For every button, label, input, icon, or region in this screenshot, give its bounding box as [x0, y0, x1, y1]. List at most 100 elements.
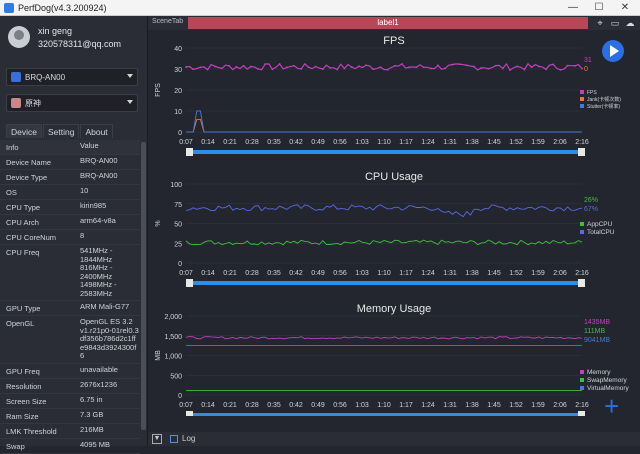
scrollbar-thumb[interactable] [141, 142, 146, 430]
fps-point [458, 63, 461, 65]
legend-swatch [580, 90, 584, 94]
fps-point [206, 68, 209, 71]
scene-label[interactable]: label1 [188, 17, 588, 29]
fps-point [487, 67, 490, 70]
log-checkbox[interactable] [170, 435, 178, 443]
minimize-button[interactable]: — [568, 2, 578, 13]
fps-point [365, 64, 367, 67]
info-key: CPU Freq [6, 248, 40, 257]
fps-point [242, 65, 245, 67]
fps-point [343, 67, 346, 70]
collapse-down-icon[interactable]: ▼ [152, 434, 162, 444]
x-tick-label: 1:24 [421, 139, 435, 146]
fps-point [394, 65, 396, 67]
x-tick-label: 0:35 [267, 402, 281, 409]
app-select[interactable]: 原神 [6, 94, 138, 112]
x-tick-label: 1:59 [531, 402, 545, 409]
fps-point [502, 67, 504, 70]
slider-handle-left[interactable] [186, 279, 193, 287]
legend-entry: TotalCPU [587, 229, 615, 236]
tab-device[interactable]: Device [6, 124, 42, 138]
info-value: 4095 MB [80, 439, 111, 449]
fps-point [516, 65, 518, 68]
slider-handle-right[interactable] [578, 411, 585, 416]
left-panel: xin geng 320578311@qq.com BRQ-AN00 原神 De… [0, 16, 148, 454]
fps-point [307, 66, 310, 68]
fps-point [221, 67, 223, 70]
info-key: CPU CoreNum [6, 233, 57, 242]
time-range-slider[interactable] [192, 281, 584, 285]
x-tick-label: 1:38 [465, 270, 479, 277]
play-button[interactable] [602, 40, 624, 62]
tab-about[interactable]: About [80, 124, 113, 138]
x-tick-label: 2:16 [575, 139, 589, 146]
fps-point [192, 68, 194, 71]
legend-swatch [580, 378, 584, 382]
x-tick-label: 0:56 [333, 139, 347, 146]
close-button[interactable]: ✕ [620, 2, 630, 13]
cloud-icon[interactable]: ☁ [625, 18, 635, 28]
slider-handle-right[interactable] [578, 148, 585, 156]
y-tick-label: 0 [178, 261, 182, 268]
info-value: 541MHz - 1844MHz 816MHz - 2400MHz 1498MH… [80, 246, 117, 298]
x-tick-label: 2:16 [575, 402, 589, 409]
device-select[interactable]: BRQ-AN00 [6, 68, 138, 86]
user-email: 320578311@qq.com [38, 39, 122, 49]
slider-handle-right[interactable] [578, 279, 585, 287]
y-tick-label: 2,000 [164, 314, 182, 321]
y-axis-label: % [155, 220, 162, 226]
fps-point [314, 65, 317, 68]
fps-point [322, 68, 324, 70]
legend-swatch [580, 370, 584, 374]
time-range-slider[interactable] [192, 150, 584, 154]
slider-handle-left[interactable] [186, 411, 193, 416]
fps-point [264, 63, 266, 65]
scene-bar: SceneTab label1 ⌖ ▭ ☁ [148, 16, 640, 30]
info-key: Device Type [6, 173, 48, 182]
fps-point [473, 65, 475, 68]
slider-handle-left[interactable] [186, 148, 193, 156]
fps-point [329, 67, 331, 69]
series-line-1 [185, 204, 583, 218]
fps-point [574, 65, 576, 67]
location-icon[interactable]: ⌖ [597, 18, 603, 28]
y-tick-label: 1,000 [164, 354, 182, 361]
table-row: CPU Freq 541MHz - 1844MHz 816MHz - 2400MH… [0, 245, 140, 301]
x-tick-label: 0:35 [267, 270, 281, 277]
legend-entry: SwapMemory [587, 377, 627, 384]
x-tick-label: 0:07 [179, 139, 193, 146]
header-info: Info [6, 143, 19, 152]
x-tick-label: 0:28 [245, 402, 259, 409]
fps-point [199, 66, 202, 69]
app-select-value: 原神 [25, 98, 41, 108]
fps-point [451, 63, 454, 66]
table-row: CPU CoreNum 8 [0, 230, 140, 245]
table-row: LMK Threshold 216MB [0, 424, 140, 439]
maximize-button[interactable]: ☐ [594, 2, 604, 13]
scene-tab[interactable]: SceneTab [152, 18, 184, 25]
fps-point [235, 66, 238, 68]
info-scrollbar[interactable] [140, 140, 147, 436]
x-tick-label: 1:17 [399, 270, 413, 277]
user-info: xin geng 320578311@qq.com [0, 16, 148, 60]
folder-icon[interactable]: ▭ [610, 18, 620, 28]
fps-point [185, 66, 187, 68]
app-logo-icon [4, 2, 14, 13]
table-row: CPU Arch arm64-v8a [0, 215, 140, 230]
fps-point [271, 68, 274, 71]
avatar[interactable] [8, 26, 30, 48]
x-tick-label: 0:35 [267, 139, 281, 146]
y-axis-label: FPS [155, 83, 162, 97]
fps-point [379, 66, 382, 68]
add-chart-button[interactable]: + [604, 391, 620, 421]
title-bar: PerfDog(v4.3.200924) — ☐ ✕ [0, 0, 640, 16]
log-label: Log [182, 434, 196, 443]
fps-point [444, 67, 446, 70]
fps-point [415, 66, 418, 69]
y-tick-label: 25 [174, 241, 182, 248]
series-current-value: 26% [584, 197, 598, 204]
series-line-2 [186, 110, 582, 133]
time-range-slider[interactable] [192, 413, 584, 416]
chevron-down-icon [127, 100, 133, 104]
tab-setting[interactable]: Setting [42, 124, 80, 138]
